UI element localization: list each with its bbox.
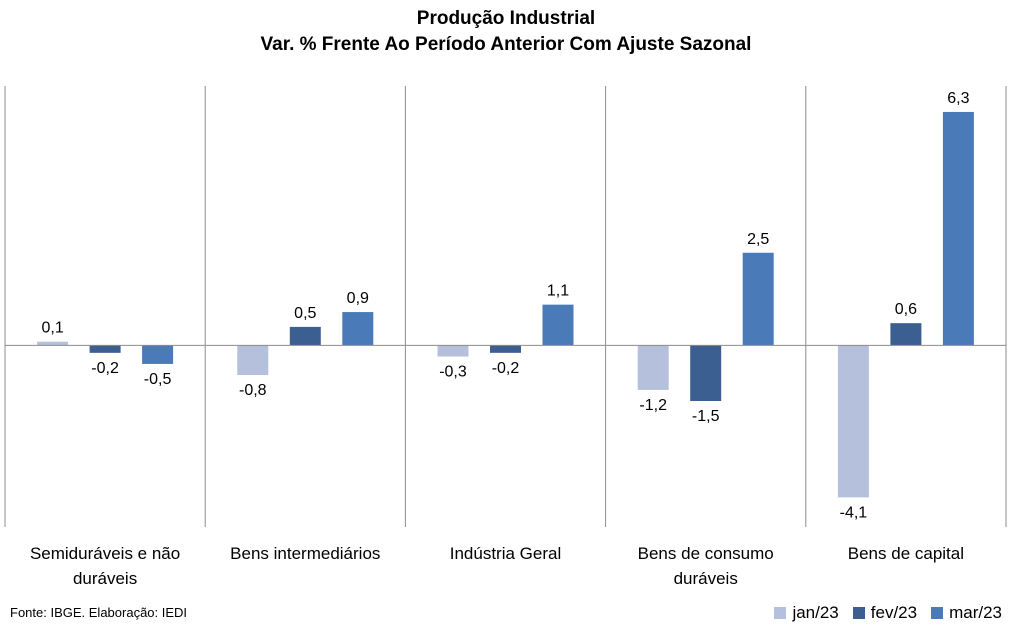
bar-jan-23 <box>637 345 669 390</box>
legend-swatch-mar <box>931 607 944 619</box>
bar-mar-23 <box>342 312 374 346</box>
data-label: -0,5 <box>144 371 172 388</box>
bar-mar-23 <box>542 304 574 346</box>
data-label: 0,6 <box>895 301 917 318</box>
legend-swatch-jan <box>774 607 787 619</box>
data-label: 0,5 <box>294 305 316 322</box>
legend-item-fev: fev/23 <box>852 603 918 623</box>
bar-mar-23 <box>142 345 174 364</box>
bar-jan-23 <box>37 341 69 346</box>
legend-label-mar: mar/23 <box>949 603 1002 622</box>
legend-swatch-fev <box>852 607 865 619</box>
category-label: Bens de consumo <box>638 544 774 563</box>
data-label: 0,9 <box>347 290 369 307</box>
legend-item-jan: jan/23 <box>774 603 839 623</box>
source-note: Fonte: IBGE. Elaboração: IEDI <box>10 605 188 620</box>
bar-fev-23 <box>89 345 121 353</box>
bar-jan-23 <box>437 345 469 357</box>
data-label: -0,3 <box>439 364 467 381</box>
bar-jan-23 <box>237 345 269 376</box>
data-label: 6,3 <box>947 90 969 107</box>
category-label: duráveis <box>674 569 738 588</box>
data-label: -0,8 <box>239 382 267 399</box>
data-label: -1,2 <box>639 397 667 414</box>
category-label: Indústria Geral <box>450 544 562 563</box>
chart-subtitle: Var. % Frente Ao Período Anterior Com Aj… <box>260 34 752 55</box>
legend: jan/23 fev/23 mar/23 <box>774 603 1002 623</box>
data-label: -1,5 <box>692 408 720 425</box>
legend-item-mar: mar/23 <box>931 603 1002 623</box>
data-label: -0,2 <box>91 360 119 377</box>
data-label: 0,1 <box>41 320 63 337</box>
bar-fev-23 <box>690 345 722 401</box>
category-label: duráveis <box>73 569 137 588</box>
data-label: 1,1 <box>547 283 569 300</box>
chart-title: Produção Industrial <box>416 8 596 29</box>
category-label: Bens intermediários <box>230 544 380 563</box>
legend-label-fev: fev/23 <box>870 603 918 622</box>
bar-jan-23 <box>837 345 869 498</box>
legend-label-jan: jan/23 <box>792 603 839 622</box>
bar-fev-23 <box>890 323 922 346</box>
bar-fev-23 <box>289 326 321 346</box>
bar-fev-23 <box>490 345 521 353</box>
bar-mar-23 <box>742 252 774 346</box>
bar-mar-23 <box>942 111 974 346</box>
data-label: 2,5 <box>747 231 769 248</box>
chart-title-block: Produção Industrial Var. % Frente Ao Per… <box>0 6 1012 58</box>
category-label: Semiduráveis e não <box>30 544 180 563</box>
data-label: -4,1 <box>840 504 868 521</box>
data-label: -0,2 <box>492 360 520 377</box>
category-label: Bens de capital <box>848 544 964 563</box>
